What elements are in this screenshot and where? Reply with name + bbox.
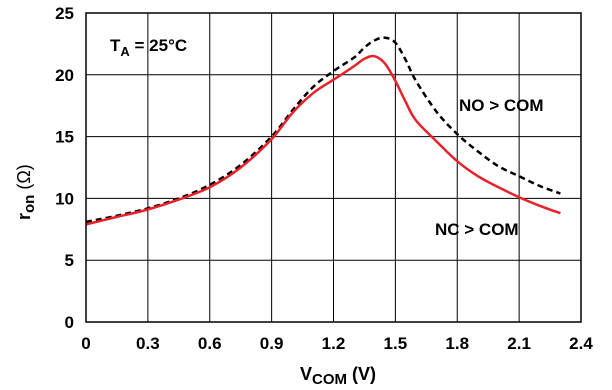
temperature-sub: A <box>120 44 130 59</box>
y-tick-labels: 0 5 10 15 20 25 <box>55 4 74 332</box>
plot-frame <box>85 12 582 323</box>
x-tick-label: 2.1 <box>507 334 531 353</box>
x-tick-label: 0.9 <box>260 334 284 353</box>
x-tick-label: 1.5 <box>384 334 408 353</box>
y-tick-label: 15 <box>55 128 74 147</box>
x-axis-label-main: V <box>300 364 312 384</box>
y-axis-label-unit: (Ω) <box>14 164 34 194</box>
grid <box>86 13 581 322</box>
y-tick-label: 0 <box>65 313 74 332</box>
series-label-no-com: NO > COM <box>459 96 544 115</box>
temperature-annotation: TA = 25°C <box>110 36 187 59</box>
series-line-no-com <box>85 36 561 224</box>
y-axis-label: ron (Ω) <box>14 164 38 220</box>
y-axis-label-main: r <box>14 213 34 220</box>
y-axis-label-sub: on <box>21 195 38 213</box>
x-axis-label-sub: COM <box>312 371 347 388</box>
x-tick-label: 2.4 <box>569 334 593 353</box>
x-tick-label: 0.6 <box>198 334 222 353</box>
y-tick-label: 20 <box>55 66 74 85</box>
x-tick-labels: 0 0.3 0.6 0.9 1.2 1.5 1.8 2.1 2.4 <box>81 334 593 353</box>
series-line-nc-com <box>85 54 561 226</box>
series-group <box>85 36 561 226</box>
series-label-nc-com: NC > COM <box>435 220 519 239</box>
y-tick-label: 10 <box>55 189 74 208</box>
y-tick-label: 5 <box>65 251 74 270</box>
x-tick-label: 1.8 <box>445 334 469 353</box>
x-axis-label: VCOM (V) <box>300 364 376 388</box>
temperature-main: T <box>110 36 121 55</box>
x-tick-label: 0.3 <box>136 334 160 353</box>
x-tick-label: 0 <box>81 334 90 353</box>
x-tick-label: 1.2 <box>322 334 346 353</box>
temperature-rest: = 25°C <box>130 36 187 55</box>
x-axis-label-unit: (V) <box>347 364 376 384</box>
y-tick-label: 25 <box>55 4 74 23</box>
